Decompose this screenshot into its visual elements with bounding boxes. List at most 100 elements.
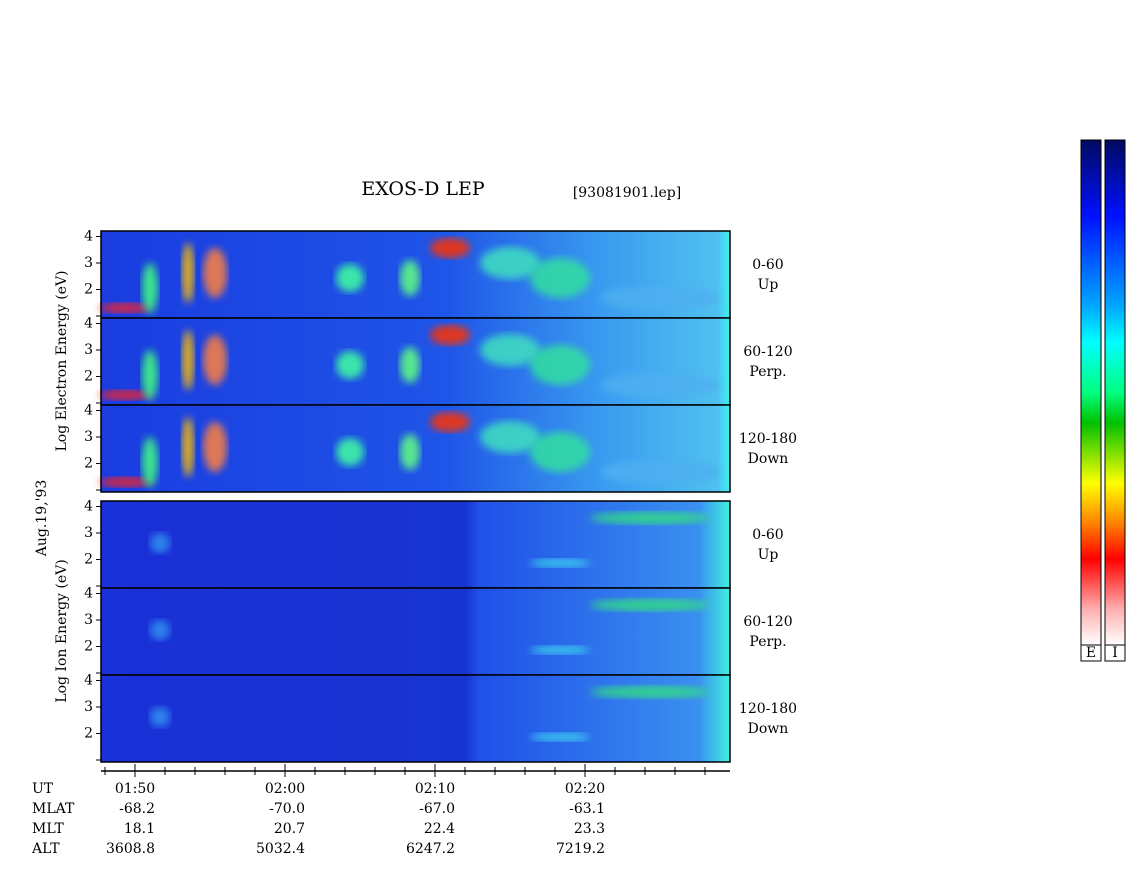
spectrogram-feature bbox=[182, 243, 194, 303]
spectrogram-panel: 2 3 4 60-120 Perp. bbox=[84, 316, 793, 406]
colorbar-label: E bbox=[1086, 645, 1096, 661]
orbit-value: -68.2 bbox=[119, 801, 155, 817]
spectrogram-feature bbox=[400, 434, 420, 470]
orbit-value: 6247.2 bbox=[406, 841, 455, 857]
spectrogram-feature bbox=[530, 345, 590, 385]
panel-direction: Down bbox=[748, 721, 789, 737]
panel-direction: Up bbox=[758, 547, 779, 563]
spectrogram-feature bbox=[530, 258, 590, 298]
y-tick-label: 4 bbox=[84, 229, 93, 245]
title: EXOS-D LEP bbox=[361, 178, 485, 200]
spectrogram-feature bbox=[480, 421, 540, 453]
panel-angle: 60-120 bbox=[743, 344, 792, 360]
colorbar-label-box bbox=[1104, 644, 1126, 662]
spectrogram-panel: 2 3 4 0-60 Up bbox=[84, 229, 784, 319]
y-tick-label: 3 bbox=[84, 699, 93, 715]
spectrogram-feature bbox=[400, 260, 420, 296]
spectrogram-feature bbox=[530, 559, 590, 567]
y-tick-label: 3 bbox=[84, 429, 93, 445]
y-tick-label: 4 bbox=[84, 586, 93, 602]
spectrogram-feature bbox=[590, 686, 710, 698]
orbit-value: 01:50 bbox=[115, 781, 155, 797]
spectrogram-feature bbox=[142, 437, 158, 487]
y-tick-label: 4 bbox=[84, 673, 93, 689]
spectrogram-feature bbox=[530, 432, 590, 472]
spectrogram-feature bbox=[430, 325, 470, 345]
electron-axis-label: Log Electron Energy (eV) bbox=[54, 270, 70, 451]
file-name: [93081901.lep] bbox=[573, 185, 681, 201]
spectrogram-feature bbox=[590, 512, 710, 524]
y-tick-label: 2 bbox=[84, 639, 93, 655]
orbit-value: 02:20 bbox=[565, 781, 605, 797]
y-tick-label: 2 bbox=[84, 456, 93, 472]
orbit-value: 02:10 bbox=[415, 781, 455, 797]
orbit-row-name: MLAT bbox=[32, 801, 75, 817]
spectrogram-feature bbox=[430, 412, 470, 432]
spectrogram-feature bbox=[336, 351, 364, 379]
spectrogram-feature bbox=[336, 264, 364, 292]
y-tick-label: 3 bbox=[84, 612, 93, 628]
spectrogram-feature bbox=[480, 334, 540, 366]
y-tick-label: 2 bbox=[84, 282, 93, 298]
orbit-value: -63.1 bbox=[569, 801, 605, 817]
spectrogram-feature bbox=[600, 286, 720, 310]
spectrogram-feature bbox=[142, 263, 158, 313]
y-tick-label: 2 bbox=[84, 369, 93, 385]
spectrogram-feature bbox=[150, 707, 170, 727]
spectrogram-feature bbox=[203, 248, 227, 298]
panel-frame bbox=[100, 674, 731, 763]
y-tick-label: 2 bbox=[84, 552, 93, 568]
spectrogram-feature bbox=[142, 350, 158, 400]
y-tick-label: 4 bbox=[84, 316, 93, 332]
orbit-value: -67.0 bbox=[419, 801, 455, 817]
spectrogram-feature bbox=[203, 335, 227, 385]
panel-angle: 0-60 bbox=[752, 527, 783, 543]
panel-direction: Down bbox=[748, 451, 789, 467]
spectrogram-panel: 2 3 4 120-180 Down bbox=[84, 403, 797, 493]
colorbar bbox=[1104, 139, 1126, 646]
spectrogram-feature bbox=[600, 460, 720, 484]
panel-angle: 120-180 bbox=[739, 701, 797, 717]
date: Aug.19,'93 bbox=[34, 480, 50, 557]
orbit-value: 20.7 bbox=[274, 821, 305, 837]
spectrogram-feature bbox=[480, 247, 540, 279]
y-tick-label: 3 bbox=[84, 255, 93, 271]
spectrogram-panel: 2 3 4 60-120 Perp. bbox=[84, 586, 793, 676]
orbit-value: -70.0 bbox=[269, 801, 305, 817]
spectrogram-panel: 2 3 4 120-180 Down bbox=[84, 673, 797, 763]
spectrogram-feature bbox=[99, 390, 151, 400]
spectrogram-feature bbox=[400, 347, 420, 383]
orbit-value: 18.1 bbox=[124, 821, 155, 837]
orbit-row-name: UT bbox=[32, 781, 54, 797]
orbit-value: 02:00 bbox=[265, 781, 305, 797]
spectrogram-feature bbox=[99, 477, 151, 487]
ion-axis-label: Log Ion Energy (eV) bbox=[54, 559, 70, 702]
spectrogram-feature bbox=[430, 238, 470, 258]
orbit-value: 5032.4 bbox=[256, 841, 305, 857]
spectrogram-feature bbox=[150, 533, 170, 553]
y-tick-label: 3 bbox=[84, 525, 93, 541]
panel-angle: 0-60 bbox=[752, 257, 783, 273]
spectrogram-feature bbox=[530, 733, 590, 741]
spectrogram-feature bbox=[99, 303, 151, 313]
y-tick-label: 4 bbox=[84, 499, 93, 515]
orbit-value: 23.3 bbox=[574, 821, 605, 837]
panel-direction: Perp. bbox=[749, 634, 786, 650]
colorbar bbox=[1080, 139, 1102, 646]
panel-angle: 120-180 bbox=[739, 431, 797, 447]
panel-direction: Perp. bbox=[749, 364, 786, 380]
colorbar-label-box bbox=[1080, 644, 1102, 662]
y-tick-label: 2 bbox=[84, 726, 93, 742]
spectrogram-feature bbox=[150, 620, 170, 640]
spectrogram-feature bbox=[336, 438, 364, 466]
colorbar-label: I bbox=[1112, 645, 1118, 661]
orbit-value: 3608.8 bbox=[106, 841, 155, 857]
orbit-value: 22.4 bbox=[424, 821, 455, 837]
spectrogram-feature bbox=[590, 599, 710, 611]
panel-frame bbox=[100, 404, 731, 493]
spectrogram-feature bbox=[182, 417, 194, 477]
spectrogram-feature bbox=[600, 373, 720, 397]
panel-angle: 60-120 bbox=[743, 614, 792, 630]
